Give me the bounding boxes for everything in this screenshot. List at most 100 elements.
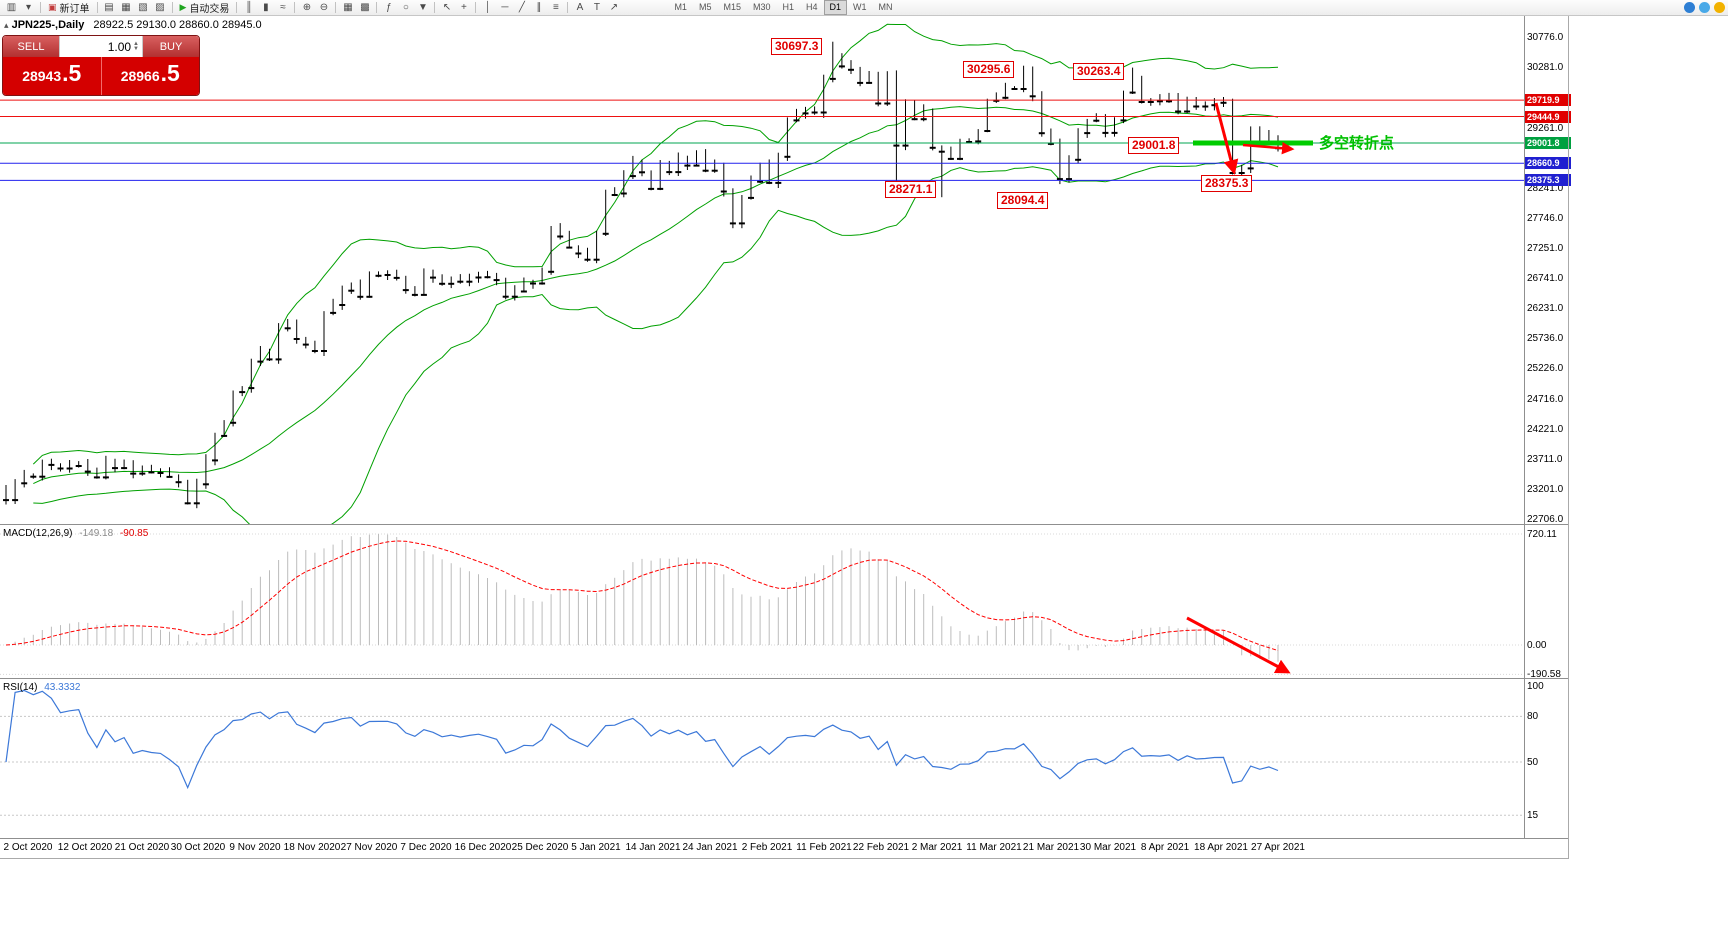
zoom-out-icon[interactable]: ⊖ — [319, 2, 329, 13]
text-icon[interactable]: A — [576, 2, 584, 13]
shapes-icon[interactable]: ↗ — [609, 2, 619, 13]
toolbar-separator — [475, 2, 477, 13]
alerts-icon[interactable] — [1714, 2, 1725, 13]
timeframe-w1-button[interactable]: W1 — [853, 2, 867, 12]
timeframe-h4-button[interactable]: H4 — [806, 2, 818, 12]
tile-windows-icon[interactable]: ▦ — [343, 2, 353, 13]
zoom-in-icon[interactable]: ⊕ — [302, 2, 312, 13]
chart-list-icon[interactable]: ▾ — [25, 2, 32, 13]
sell-price-display[interactable]: 28943.5 — [3, 57, 102, 95]
trendline-icon[interactable]: ╱ — [518, 2, 525, 13]
chart-symbol-label: JPN225-,Daily — [11, 19, 85, 31]
mql5-community-icon[interactable] — [1684, 2, 1695, 13]
vertical-line-icon[interactable]: │ — [484, 2, 492, 13]
price-chart — [0, 23, 1524, 524]
price-axis-label: 27251.0 — [1527, 243, 1564, 254]
new-chart-icon[interactable]: ▥ — [6, 2, 17, 13]
timeframe-d1-button[interactable]: D1 — [823, 0, 848, 15]
date-axis-label: 21 Mar 2021 — [1022, 842, 1080, 853]
toolbar-separator — [96, 2, 98, 13]
timeframe-m15-button[interactable]: M15 — [723, 2, 741, 12]
chart-collapse-icon[interactable]: ▴ — [4, 20, 9, 30]
price-axis-label: 25736.0 — [1527, 333, 1564, 344]
price-axis-label: 30776.0 — [1527, 32, 1564, 43]
rsi-axis-label: 80 — [1527, 711, 1539, 722]
channel-icon[interactable]: ∥ — [536, 2, 542, 13]
market-watch-icon[interactable]: ▤ — [104, 2, 114, 13]
indicators-icon[interactable]: ƒ — [386, 2, 392, 13]
sell-price-frac: .5 — [62, 60, 82, 86]
buy-price-main: 28966 — [120, 68, 160, 84]
timeframe-mn-button[interactable]: MN — [878, 2, 893, 12]
fibonacci-icon[interactable]: ≡ — [553, 2, 559, 13]
price-level-badge: 29719.9 — [1525, 94, 1571, 106]
candlesticks — [3, 41, 1281, 509]
date-axis-label: 2 Mar 2021 — [911, 842, 963, 853]
toolbar-separator — [567, 2, 569, 13]
macd-axis-label: 0.00 — [1527, 640, 1547, 651]
buy-button[interactable]: BUY — [143, 36, 199, 57]
live-update-icon[interactable] — [1699, 2, 1710, 13]
bar-chart-icon[interactable]: ║ — [245, 2, 253, 13]
date-axis-label: 27 Apr 2021 — [1251, 842, 1305, 853]
price-axis-label: 28241.0 — [1527, 183, 1564, 194]
timeframe-m5-button[interactable]: M5 — [698, 2, 712, 12]
date-axis-label: 5 Jan 2021 — [571, 842, 621, 853]
toolbar-separator — [335, 2, 337, 13]
volume-input[interactable]: 1.00 ▲ ▼ — [59, 36, 143, 57]
data-window-icon[interactable]: ▦ — [121, 2, 131, 13]
rsi-splitter[interactable] — [0, 678, 1569, 679]
price-annotation-box[interactable]: 28271.1 — [885, 181, 937, 198]
price-axis-label: 27746.0 — [1527, 213, 1564, 224]
new-order-button-label: 新订单 — [59, 4, 90, 15]
macd-pane — [0, 533, 1524, 675]
volume-spinner[interactable]: ▲ ▼ — [133, 40, 139, 52]
macd-red-arrow[interactable] — [1186, 616, 1291, 674]
price-annotation-box[interactable]: 28375.3 — [1201, 175, 1253, 192]
price-annotation-box[interactable]: 30295.6 — [963, 61, 1015, 78]
price-annotation-box[interactable]: 29001.8 — [1128, 137, 1180, 154]
macd-splitter[interactable] — [0, 524, 1569, 525]
chart-title: ▴ JPN225-,Daily 28922.5 29130.0 28860.0 … — [4, 19, 262, 31]
date-axis-label: 2 Feb 2021 — [741, 842, 793, 853]
timeframe-m30-button[interactable]: M30 — [752, 2, 771, 12]
price-annotation-box[interactable]: 28094.4 — [997, 192, 1049, 209]
price-axis-label: 22706.0 — [1527, 514, 1564, 525]
rsi-pane — [0, 689, 1524, 816]
date-axis-label: 2 Oct 2020 — [3, 842, 53, 853]
date-axis-label: 18 Apr 2021 — [1194, 842, 1248, 853]
red-right-arrow[interactable] — [1242, 141, 1295, 155]
green-trend-segment[interactable] — [1193, 140, 1313, 146]
price-annotation-box[interactable]: 30263.4 — [1073, 63, 1125, 80]
line-chart-icon[interactable]: ≈ — [280, 2, 286, 13]
rsi-axis-label: 50 — [1527, 757, 1539, 768]
cascade-windows-icon[interactable]: ▩ — [360, 2, 370, 13]
crosshair-icon[interactable]: + — [461, 2, 467, 13]
toolbar-separator — [236, 2, 238, 13]
templates-icon[interactable]: ▼ — [417, 2, 428, 13]
cursor-icon[interactable]: ↖ — [442, 2, 452, 13]
periods-icon[interactable]: ○ — [402, 2, 409, 13]
price-annotation-box[interactable]: 30697.3 — [771, 38, 823, 55]
date-axis-label: 16 Dec 2020 — [454, 842, 512, 853]
horizontal-line-icon[interactable]: ─ — [501, 2, 509, 13]
date-axis-label: 30 Oct 2020 — [170, 842, 226, 853]
bull-bear-turning-point-note[interactable]: 多空转折点 — [1319, 135, 1395, 152]
timeframe-m1-button[interactable]: M1 — [674, 2, 687, 12]
sell-button[interactable]: SELL — [3, 36, 59, 57]
candlestick-chart-icon[interactable]: ▮ — [263, 2, 269, 13]
macd-axis-label: -190.58 — [1527, 669, 1561, 680]
chart-window-bottom-edge — [0, 858, 1569, 859]
price-axis-label: 23201.0 — [1527, 484, 1564, 495]
new-order-button[interactable]: ▣ 新订单 — [44, 1, 94, 15]
volume-value: 1.00 — [107, 39, 132, 54]
buy-price-display[interactable]: 28966.5 — [102, 57, 200, 95]
terminal-icon[interactable]: ▨ — [155, 2, 165, 13]
red-down-arrow[interactable] — [1214, 102, 1239, 175]
price-axis-label: 24221.0 — [1527, 424, 1564, 435]
label-icon[interactable]: T — [593, 2, 600, 13]
timeframe-h1-button[interactable]: H1 — [782, 2, 795, 12]
auto-trading-button[interactable]: ▶ 自动交易 — [176, 1, 234, 15]
date-axis-label: 30 Mar 2021 — [1079, 842, 1137, 853]
navigator-icon[interactable]: ▧ — [138, 2, 148, 13]
